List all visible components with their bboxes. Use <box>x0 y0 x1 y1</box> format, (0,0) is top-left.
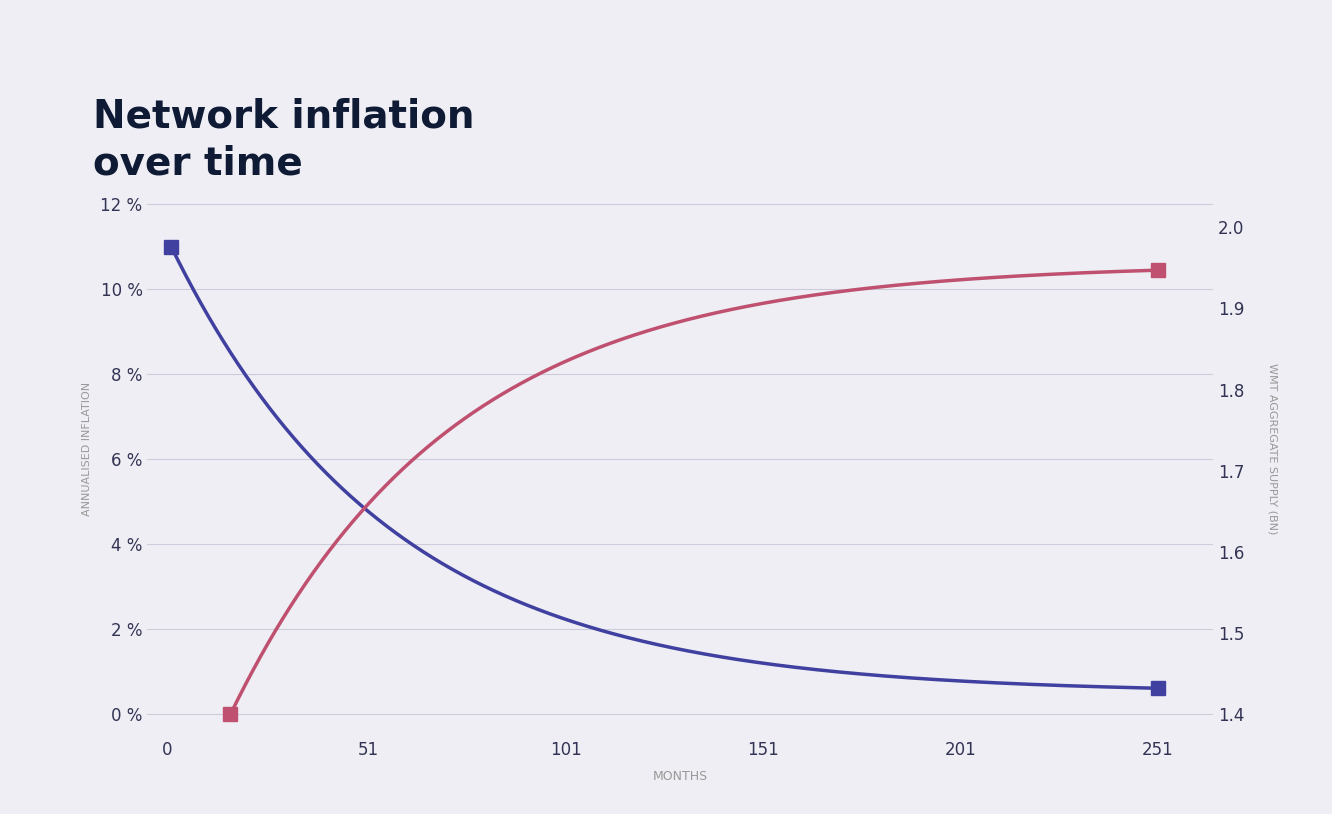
X-axis label: MONTHS: MONTHS <box>653 770 707 783</box>
Y-axis label: WMT AGGREGATE SUPPLY (BN): WMT AGGREGATE SUPPLY (BN) <box>1267 363 1277 534</box>
Y-axis label: ANNUALISED INFLATION: ANNUALISED INFLATION <box>81 382 92 516</box>
Text: Network inflation
over time: Network inflation over time <box>93 98 474 182</box>
